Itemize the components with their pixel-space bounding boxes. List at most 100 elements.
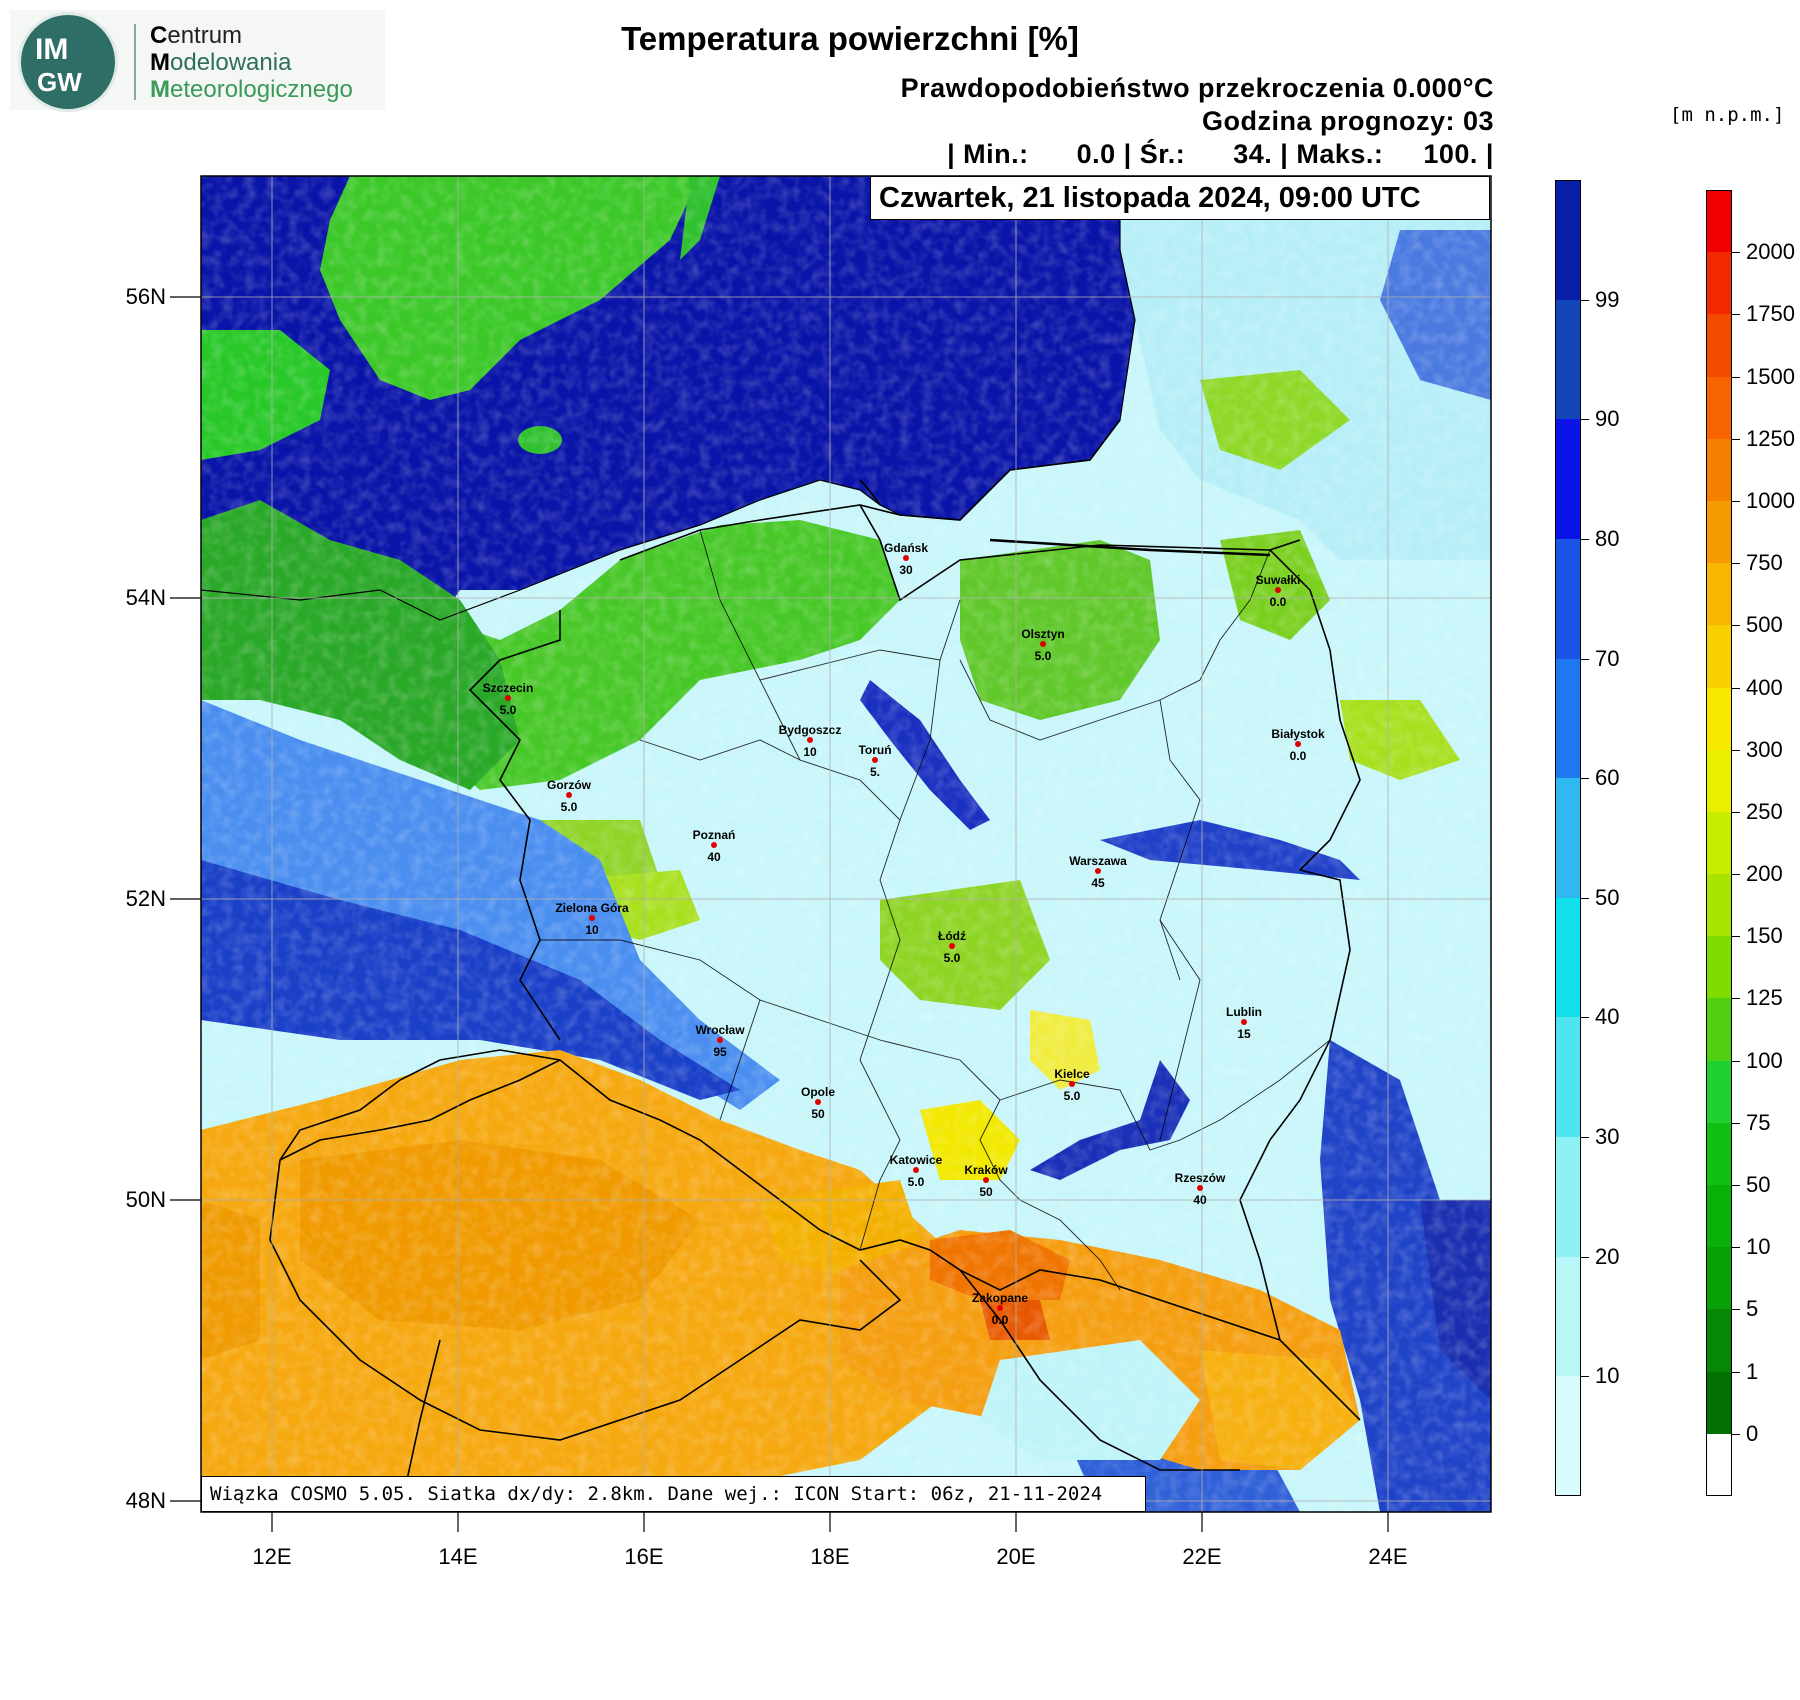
lat-label-52n: 52N (125, 886, 166, 911)
city-dot-gorzów (566, 792, 572, 798)
elev-colorbar-tick (1732, 687, 1740, 689)
lon-label-16e: 16E (624, 1544, 664, 1569)
prob-colorbar-tick (1581, 299, 1589, 301)
lon-label-20e: 20E (996, 1544, 1036, 1569)
city-name-suwałki: Suwałki (1255, 573, 1301, 587)
elev-colorbar-segment (1706, 687, 1732, 750)
city-value-kielce: 5.0 (1063, 1089, 1081, 1103)
lat-label-50n: 50N (125, 1187, 166, 1212)
city-name-toruń: Toruń (858, 743, 892, 757)
city-value-katowice: 5.0 (907, 1175, 925, 1189)
elev-colorbar-label: 2000 (1746, 239, 1795, 265)
elev-colorbar-label: 125 (1746, 985, 1783, 1011)
model-info-footer: Wiązka COSMO 5.05. Siatka dx/dy: 2.8km. … (201, 1476, 1146, 1512)
map-frame (200, 175, 1492, 1513)
elev-colorbar-segment (1706, 252, 1732, 315)
prob-colorbar-tick (1581, 778, 1589, 780)
elev-colorbar-label: 10 (1746, 1234, 1771, 1260)
city-name-łódź: Łódź (938, 929, 966, 943)
elev-colorbar-segment (1706, 314, 1732, 377)
city-name-zielona-góra: Zielona Góra (555, 901, 629, 915)
city-name-poznań: Poznań (692, 828, 736, 842)
elev-colorbar-tick (1732, 314, 1740, 316)
elev-colorbar-tick (1732, 563, 1740, 565)
city-value-suwałki: 0.0 (1269, 595, 1287, 609)
city-name-kraków: Kraków (964, 1163, 1008, 1177)
elev-colorbar-label: 250 (1746, 798, 1783, 824)
elev-colorbar-label: 400 (1746, 674, 1783, 700)
prob-colorbar-segment (1555, 897, 1581, 1018)
city-name-olsztyn: Olsztyn (1021, 627, 1065, 641)
elev-colorbar-segment (1706, 190, 1732, 253)
city-name-opole: Opole (800, 1085, 835, 1099)
elev-colorbar-segment (1706, 625, 1732, 688)
lat-label-48n: 48N (125, 1488, 166, 1513)
prob-colorbar-segment (1555, 180, 1581, 300)
prob-colorbar-label: 40 (1595, 1004, 1620, 1030)
elevation-unit-label: [m n.p.m.] (1670, 104, 1785, 126)
logo-line-centrum: Centrum (150, 22, 243, 49)
prob-colorbar-label: 99 (1595, 286, 1620, 312)
city-name-wrocław: Wrocław (695, 1023, 745, 1037)
elev-colorbar-segment (1706, 1185, 1732, 1248)
elev-colorbar-label: 1750 (1746, 301, 1795, 327)
city-dot-opole (815, 1099, 821, 1105)
city-dot-lublin (1241, 1019, 1247, 1025)
prob-colorbar-segment (1555, 1017, 1581, 1138)
elev-colorbar-tick (1732, 1060, 1740, 1062)
lon-label-12e: 12E (252, 1544, 292, 1569)
elev-colorbar-label: 750 (1746, 550, 1783, 576)
elev-colorbar-tick (1732, 376, 1740, 378)
elev-colorbar-segment (1706, 500, 1732, 564)
prob-colorbar-segment (1555, 778, 1581, 898)
elev-colorbar-tick (1732, 1309, 1740, 1311)
city-dot-łódź (949, 943, 955, 949)
city-dot-kraków (983, 1177, 989, 1183)
city-value-gdańsk: 30 (899, 563, 913, 577)
elev-colorbar-tick (1732, 625, 1740, 627)
elev-colorbar-tick (1732, 998, 1740, 1000)
prob-colorbar-segment (1555, 1256, 1581, 1377)
logo-divider (134, 24, 136, 100)
city-value-bydgoszcz: 10 (803, 745, 817, 759)
city-value-olsztyn: 5.0 (1034, 649, 1052, 663)
elev-colorbar-label: 200 (1746, 861, 1783, 887)
prob-colorbar-label: 30 (1595, 1124, 1620, 1150)
prob-colorbar-segment (1555, 419, 1581, 539)
elev-colorbar-label: 500 (1746, 612, 1783, 638)
city-name-katowice: Katowice (889, 1153, 943, 1167)
elev-colorbar-segment (1706, 438, 1732, 501)
city-name-warszawa: Warszawa (1069, 854, 1127, 868)
elev-colorbar-label: 1000 (1746, 487, 1795, 513)
city-dot-olsztyn (1040, 641, 1046, 647)
prob-colorbar-segment (1555, 658, 1581, 779)
elev-colorbar-label: 150 (1746, 923, 1783, 949)
elev-colorbar-label: 1500 (1746, 363, 1795, 389)
map-title: Temperatura powierzchni [%] (621, 20, 1079, 57)
prob-colorbar-tick (1581, 1256, 1589, 1258)
prob-colorbar-label: 10 (1595, 1363, 1620, 1389)
city-value-gorzów: 5.0 (560, 800, 578, 814)
logo-line-meteorologicznego: Meteorologicznego (150, 76, 353, 103)
elev-colorbar-tick (1732, 811, 1740, 813)
city-value-lublin: 15 (1237, 1027, 1251, 1041)
prob-colorbar-tick (1581, 1017, 1589, 1019)
elev-colorbar-segment (1706, 1371, 1732, 1434)
emblem-text-top: IM (35, 33, 69, 66)
city-dot-toruń (872, 757, 878, 763)
elev-colorbar-segment (1706, 749, 1732, 812)
city-value-rzeszów: 40 (1193, 1193, 1207, 1207)
city-value-zielona-góra: 10 (585, 923, 599, 937)
lon-label-24e: 24E (1368, 1544, 1408, 1569)
map-field (201, 176, 1491, 1512)
city-value-wrocław: 95 (713, 1045, 727, 1059)
city-value-opole: 50 (811, 1107, 825, 1121)
imgw-emblem: IM GW (18, 12, 118, 112)
elev-colorbar-label: 100 (1746, 1047, 1783, 1073)
elev-colorbar-segment (1706, 1060, 1732, 1123)
coastline (200, 176, 1136, 621)
city-name-zakopane: Zakopane (971, 1291, 1028, 1305)
city-dot-zielona-góra (589, 915, 595, 921)
city-value-toruń: 5. (869, 765, 880, 779)
city-dot-wrocław (717, 1037, 723, 1043)
